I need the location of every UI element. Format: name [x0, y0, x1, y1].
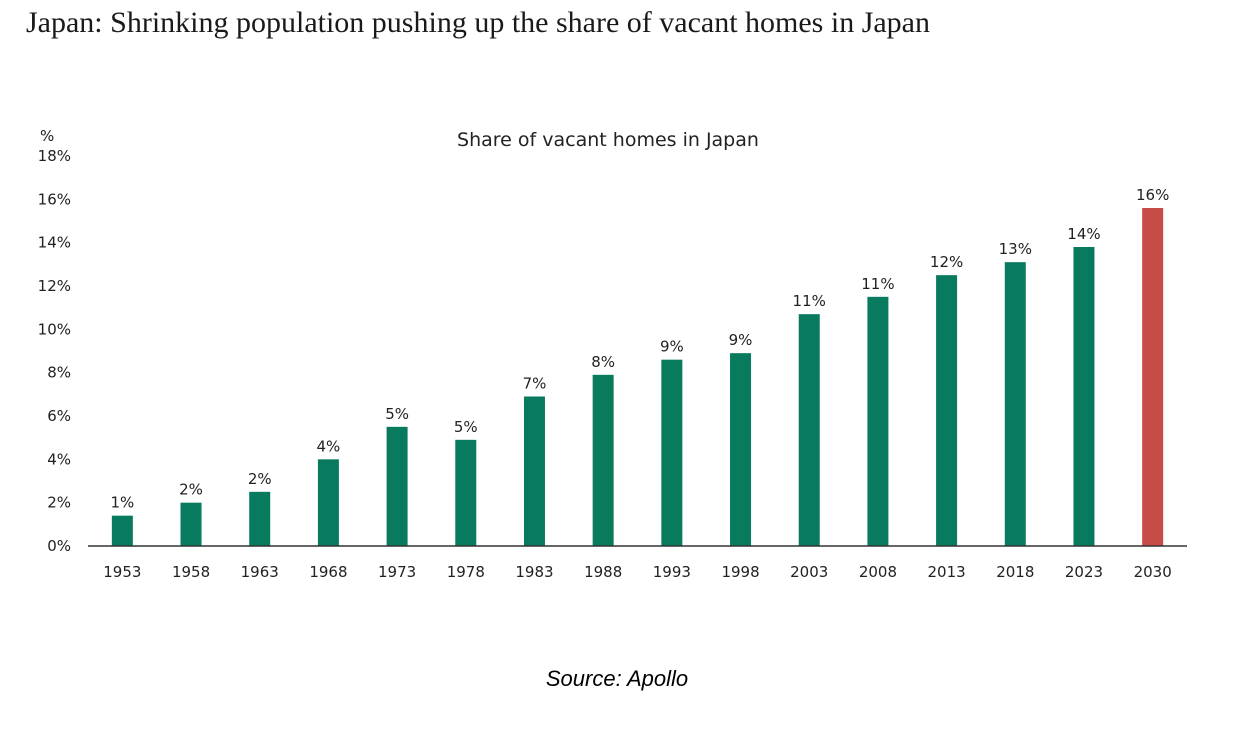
y-tick-label: 18%	[38, 147, 71, 165]
bar-2008	[867, 296, 889, 546]
data-label-2003: 11%	[793, 292, 826, 310]
x-tick-label-1958: 1958	[172, 563, 210, 581]
x-tick-label-2018: 2018	[996, 563, 1034, 581]
x-tick-label-1998: 1998	[721, 563, 759, 581]
data-label-1993: 9%	[660, 338, 684, 356]
bar-2003	[798, 314, 820, 546]
x-tick-label-1983: 1983	[515, 563, 553, 581]
x-tick-label-2013: 2013	[928, 563, 966, 581]
bar-1993	[661, 359, 683, 546]
bar-2023	[1073, 247, 1095, 546]
data-label-1958: 2%	[179, 481, 203, 499]
bar-1998	[730, 353, 752, 546]
x-tick-label-1963: 1963	[241, 563, 279, 581]
y-tick-label: 12%	[38, 277, 71, 295]
y-tick-label: 4%	[47, 450, 71, 468]
x-tick-label-2030: 2030	[1134, 563, 1172, 581]
bar-1973	[386, 426, 408, 546]
page-title: Japan: Shrinking population pushing up t…	[26, 6, 930, 39]
x-axis-ticks: 1953 1958 1963 1968 1973 1978 1983 1988 1993 1998…	[103, 563, 1172, 581]
x-tick-label-1988: 1988	[584, 563, 622, 581]
data-label-1983: 7%	[523, 375, 547, 393]
data-labels: 1% 2% 2% 4% 5% 5% 7% 8% 9% 9% 11% 11% 12% 13% 14% 16%	[110, 186, 1169, 512]
data-label-1988: 8%	[591, 353, 615, 371]
bars	[111, 208, 1164, 546]
data-label-1973: 5%	[385, 405, 409, 423]
y-axis-ticks: 0% 2% 4% 6% 8% 10% 12% 14% 16% 18%	[38, 147, 71, 555]
data-label-2023: 14%	[1067, 225, 1100, 243]
x-tick-label-1968: 1968	[309, 563, 347, 581]
y-tick-label: 0%	[47, 537, 71, 555]
y-axis-unit-label: %	[40, 127, 54, 145]
data-label-1963: 2%	[248, 470, 272, 488]
y-tick-label: 8%	[47, 364, 71, 382]
bar-1978	[455, 439, 477, 546]
x-tick-label-1978: 1978	[447, 563, 485, 581]
bar-1963	[249, 491, 271, 546]
bar-1968	[317, 459, 339, 546]
data-label-2030: 16%	[1136, 186, 1169, 204]
data-label-2008: 11%	[861, 275, 894, 293]
x-tick-label-2023: 2023	[1065, 563, 1103, 581]
bar-1958	[180, 502, 202, 546]
bar-2018	[1004, 262, 1026, 546]
x-tick-label-2003: 2003	[790, 563, 828, 581]
data-label-2013: 12%	[930, 253, 963, 271]
data-label-2018: 13%	[999, 240, 1032, 258]
y-tick-label: 14%	[38, 234, 71, 252]
data-label-1953: 1%	[110, 494, 134, 512]
y-tick-label: 2%	[47, 494, 71, 512]
bar-1983	[523, 396, 545, 546]
x-tick-label-2008: 2008	[859, 563, 897, 581]
bar-2030	[1142, 208, 1164, 546]
x-tick-label-1973: 1973	[378, 563, 416, 581]
chart-title: Share of vacant homes in Japan	[457, 129, 759, 151]
x-tick-label-1953: 1953	[103, 563, 141, 581]
y-tick-label: 10%	[38, 320, 71, 338]
bar-1988	[592, 374, 614, 546]
data-label-1968: 4%	[317, 437, 341, 455]
source-note: Source: Apollo	[545, 666, 689, 691]
y-tick-label: 6%	[47, 407, 71, 425]
data-label-1978: 5%	[454, 418, 478, 436]
bar-chart: Share of vacant homes in Japan % 0% 2% 4% 6…	[38, 127, 1187, 581]
bar-2013	[936, 275, 958, 546]
x-tick-label-1993: 1993	[653, 563, 691, 581]
y-tick-label: 16%	[38, 190, 71, 208]
data-label-1998: 9%	[729, 331, 753, 349]
bar-1953	[111, 515, 133, 546]
